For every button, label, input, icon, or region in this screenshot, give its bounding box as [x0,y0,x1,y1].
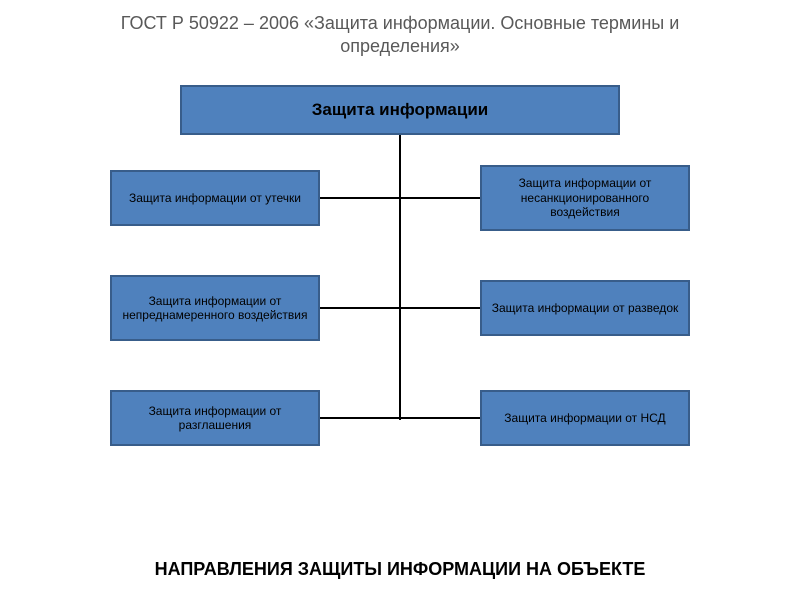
connector-branch-2 [320,417,480,419]
child-box-4-label: Защита информации от разглашения [116,404,314,433]
footer-heading: НАПРАВЛЕНИЯ ЗАЩИТЫ ИНФОРМАЦИИ НА ОБЪЕКТЕ [0,559,800,580]
child-box-4: Защита информации от разглашения [110,390,320,446]
child-box-5: Защита информации от НСД [480,390,690,446]
connector-branch-0 [320,197,480,199]
child-box-3-label: Защита информации от разведок [492,301,679,315]
root-box: Защита информации [180,85,620,135]
title-line-1: ГОСТ Р 50922 – 2006 «Защита информации. … [0,12,800,35]
child-box-3: Защита информации от разведок [480,280,690,336]
page-title: ГОСТ Р 50922 – 2006 «Защита информации. … [0,12,800,59]
root-box-label: Защита информации [312,100,488,120]
title-line-2: определения» [0,35,800,58]
child-box-0: Защита информации от утечки [110,170,320,226]
connector-trunk [399,135,401,420]
connector-branch-1 [320,307,480,309]
child-box-2-label: Защита информации от непреднамеренного в… [116,294,314,323]
child-box-1-label: Защита информации от несанкционированног… [486,176,684,219]
child-box-5-label: Защита информации от НСД [504,411,665,425]
child-box-2: Защита информации от непреднамеренного в… [110,275,320,341]
child-box-0-label: Защита информации от утечки [129,191,301,205]
child-box-1: Защита информации от несанкционированног… [480,165,690,231]
